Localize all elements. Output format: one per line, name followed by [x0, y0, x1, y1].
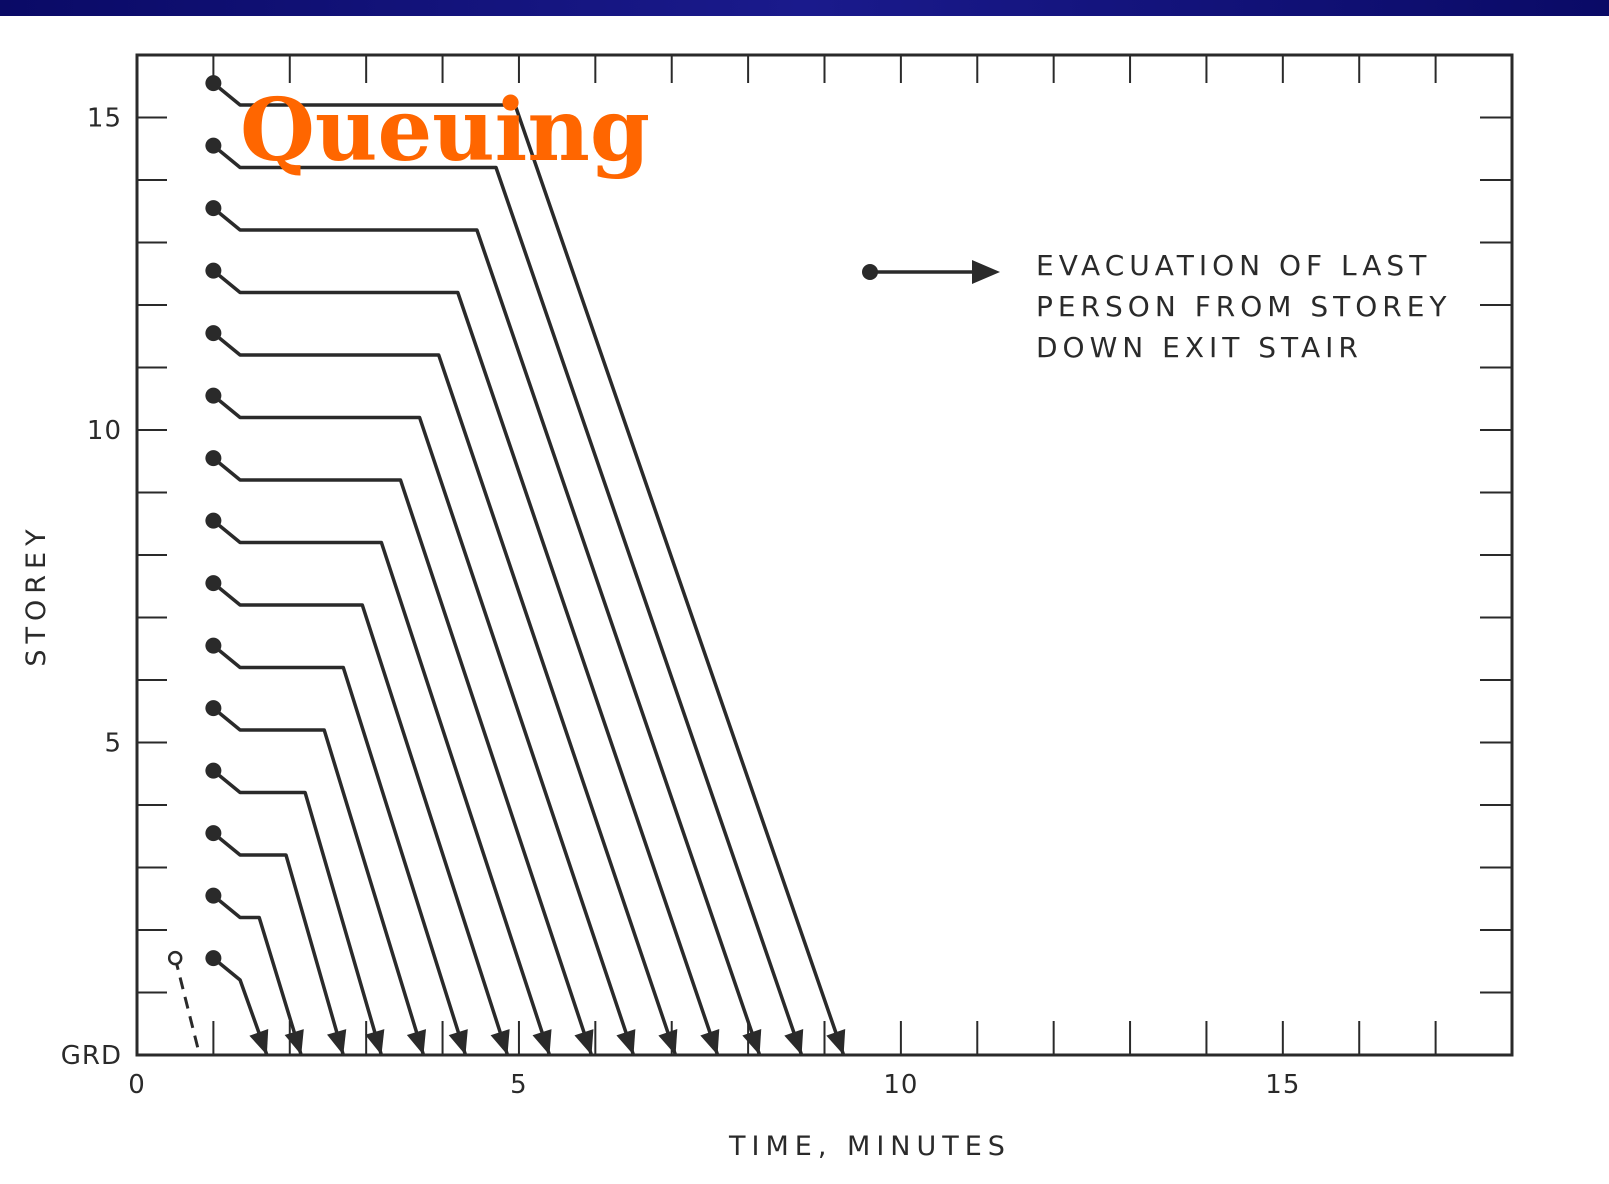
storey-2-arrowhead [284, 1029, 304, 1055]
storey-3-start-marker [205, 825, 222, 842]
storey-5-start-marker [205, 700, 222, 717]
storey-1-path [212, 956, 269, 1056]
y-tick-label: 10 [87, 416, 122, 446]
storey-9-path [212, 456, 594, 1056]
storey-7-start-marker [205, 575, 222, 592]
storey-3-arrowhead [327, 1029, 347, 1055]
storey-6-arrowhead [448, 1029, 468, 1055]
storey-8-start-marker [205, 512, 222, 529]
storey-12-start-marker [205, 262, 222, 279]
storey-13-path [212, 206, 762, 1056]
x-axis-label: TIME, MINUTES [728, 1131, 1011, 1162]
legend-line-3: DOWN EXIT STAIR [1036, 331, 1363, 364]
y-tick-label: 15 [87, 104, 122, 134]
top-banner-bar [0, 0, 1609, 16]
storey-12-arrowhead [700, 1029, 720, 1055]
ground-floor-start-marker [167, 950, 183, 966]
storey-9-start-marker [205, 450, 222, 467]
storey-1-arrowhead [249, 1029, 269, 1055]
storey-7-path [212, 581, 510, 1056]
legend: EVACUATION OF LAST PERSON FROM STOREY DO… [862, 249, 1452, 364]
storey-2-start-marker [205, 887, 222, 904]
storey-9-arrowhead [574, 1029, 594, 1055]
storey-8-path [212, 519, 552, 1056]
ground-floor-path [173, 957, 202, 1056]
y-axis-label: STOREY [21, 523, 52, 666]
y-tick-label: 5 [104, 729, 122, 759]
storey-13-start-marker [205, 200, 222, 217]
storey-10-arrowhead [616, 1029, 636, 1055]
tick-labels: 0 5 10 15 GRD 5 10 15 [61, 104, 1300, 1101]
storey-4-arrowhead [365, 1029, 385, 1055]
series-group [167, 75, 846, 1056]
storey-5-path [212, 706, 426, 1056]
queuing-title: Queuing [240, 80, 650, 181]
storey-10-start-marker [205, 387, 222, 404]
storey-8-arrowhead [532, 1029, 552, 1055]
storey-3-path [212, 831, 345, 1056]
storey-5-arrowhead [406, 1029, 427, 1055]
storey-15-start-marker [205, 75, 222, 92]
storey-2-path [212, 894, 303, 1056]
storey-6-path [212, 644, 468, 1056]
storey-11-start-marker [205, 325, 222, 342]
storey-11-arrowhead [658, 1029, 678, 1055]
legend-arrow-icon [972, 260, 1000, 284]
x-tick-label: 10 [883, 1070, 918, 1100]
storey-4-path [212, 769, 384, 1056]
storey-12-path [212, 269, 720, 1056]
x-tick-label: 15 [1265, 1070, 1300, 1100]
storey-10-path [212, 394, 636, 1056]
storey-14-start-marker [205, 137, 222, 154]
storey-1-start-marker [205, 950, 222, 967]
storey-13-arrowhead [742, 1029, 762, 1055]
storey-14-arrowhead [784, 1029, 804, 1055]
y-tick-label: GRD [61, 1041, 122, 1071]
storey-11-path [212, 331, 678, 1056]
x-tick-label: 5 [510, 1070, 528, 1100]
storey-15-path [212, 81, 846, 1056]
storey-4-start-marker [205, 762, 222, 779]
legend-line-2: PERSON FROM STOREY [1036, 290, 1452, 323]
tick-marks [137, 55, 1512, 1055]
storey-7-arrowhead [490, 1029, 510, 1055]
plot-frame [135, 53, 1514, 1057]
storey-14-path [212, 144, 804, 1056]
x-tick-label: 0 [128, 1070, 146, 1100]
storey-15-arrowhead [826, 1029, 846, 1055]
storey-6-start-marker [205, 637, 222, 654]
legend-line-1: EVACUATION OF LAST [1036, 249, 1431, 282]
